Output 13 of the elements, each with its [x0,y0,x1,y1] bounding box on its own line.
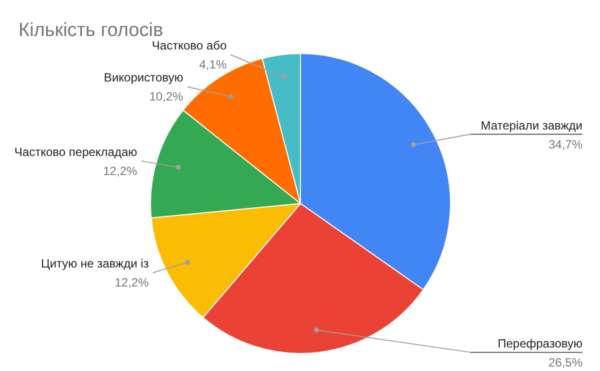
data-label: 4,1% [199,58,227,72]
chart-title: Кількість голосів [18,20,164,41]
data-label: 12,2% [103,164,138,178]
slice-label: Перефразовую [498,336,583,350]
data-label: 34,7% [548,137,583,152]
slice-label: Цитую не завжди із [40,256,150,271]
data-label: 10,2% [149,90,184,104]
slice-label: Матеріали завжди [480,118,583,132]
data-label: 12,2% [114,276,150,290]
slice-label: Частково перекладаю [14,144,138,159]
slice-label: Частково або [152,38,227,53]
slice-label: Використовую [104,70,184,85]
data-label: 26,5% [548,355,583,370]
